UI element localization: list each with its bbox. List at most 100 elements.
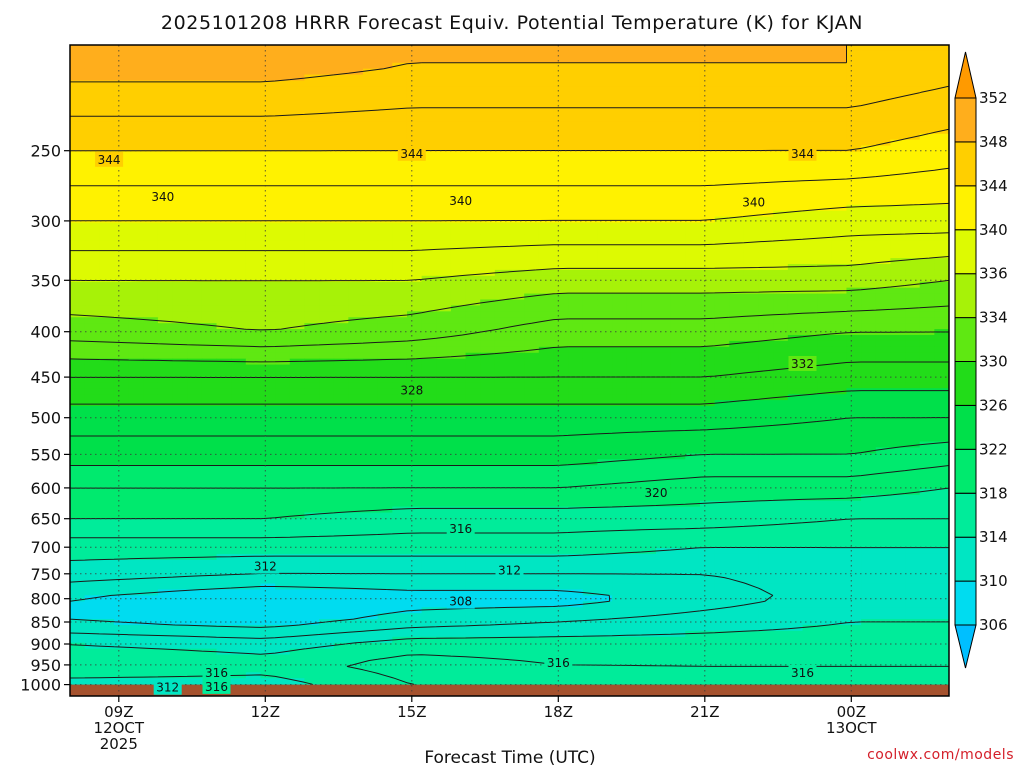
field-cell xyxy=(392,287,408,295)
field-cell xyxy=(333,388,349,395)
field-cell xyxy=(494,311,511,318)
field-cell xyxy=(289,56,305,64)
field-cell xyxy=(831,169,848,176)
field-cell xyxy=(319,417,335,425)
field-cell xyxy=(524,471,540,478)
field-cell xyxy=(231,192,247,200)
field-cell xyxy=(729,246,745,253)
field-cell xyxy=(494,222,511,230)
field-cell xyxy=(934,482,949,490)
field-cell xyxy=(934,68,949,76)
field-cell xyxy=(905,263,921,271)
field-cell xyxy=(846,45,862,52)
field-cell xyxy=(641,435,657,443)
field-cell xyxy=(260,471,276,478)
field-cell xyxy=(333,98,349,105)
field-cell xyxy=(157,376,174,383)
field-cell xyxy=(817,258,833,265)
field-cell xyxy=(890,293,906,301)
field-cell xyxy=(304,198,320,206)
field-cell xyxy=(289,488,305,496)
field-cell xyxy=(143,471,159,478)
field-cell xyxy=(406,80,423,88)
field-cell xyxy=(245,317,262,324)
field-cell xyxy=(582,334,598,342)
field-cell xyxy=(875,376,891,383)
field-cell xyxy=(275,234,291,241)
field-cell xyxy=(363,163,379,170)
field-cell xyxy=(890,482,906,490)
field-cell xyxy=(641,500,657,508)
field-cell xyxy=(875,92,891,99)
field-cell xyxy=(538,471,555,478)
field-cell xyxy=(890,269,906,277)
field-cell xyxy=(568,488,584,496)
field-cell xyxy=(304,281,320,289)
field-cell xyxy=(172,334,188,342)
field-cell xyxy=(421,293,437,301)
field-cell xyxy=(260,488,276,496)
field-cell xyxy=(377,358,393,366)
field-cell xyxy=(919,417,935,425)
field-cell xyxy=(480,216,496,224)
field-cell xyxy=(84,482,100,490)
field-cell xyxy=(509,299,525,306)
field-cell xyxy=(919,204,935,212)
field-cell xyxy=(758,127,774,135)
field-cell xyxy=(875,263,891,271)
field-cell xyxy=(641,471,657,478)
field-cell xyxy=(509,269,525,277)
field-cell xyxy=(113,400,130,407)
field-cell xyxy=(406,411,423,419)
field-cell xyxy=(304,536,320,543)
field-cell xyxy=(538,494,555,502)
field-cell xyxy=(919,506,935,514)
field-cell xyxy=(319,263,335,271)
field-cell xyxy=(289,169,305,176)
field-cell xyxy=(319,506,335,514)
field-cell xyxy=(538,98,555,105)
field-cell xyxy=(319,512,335,520)
field-cell xyxy=(934,50,949,58)
field-cell xyxy=(934,471,949,478)
field-cell xyxy=(421,382,437,389)
field-cell xyxy=(787,477,804,484)
field-cell xyxy=(304,181,320,188)
field-cell xyxy=(172,358,188,366)
field-cell xyxy=(846,240,862,247)
field-cell xyxy=(802,252,818,259)
field-cell xyxy=(831,222,848,230)
field-cell xyxy=(773,92,789,99)
field-cell xyxy=(377,175,393,182)
field-cell xyxy=(201,127,218,135)
field-cell xyxy=(450,210,467,218)
field-cell xyxy=(172,488,188,496)
field-cell xyxy=(70,121,86,129)
field-cell xyxy=(787,187,804,194)
field-cell xyxy=(538,447,555,454)
field-cell xyxy=(421,299,437,306)
field-cell xyxy=(743,151,760,159)
field-cell xyxy=(934,394,949,401)
field-cell xyxy=(582,62,598,70)
field-cell xyxy=(421,358,437,366)
field-cell xyxy=(275,305,291,312)
field-cell xyxy=(113,216,130,224)
field-cell xyxy=(846,133,862,141)
field-cell xyxy=(348,228,364,235)
field-cell xyxy=(99,145,115,153)
field-cell xyxy=(436,139,452,147)
field-cell xyxy=(875,512,891,520)
field-cell xyxy=(421,192,437,200)
field-cell xyxy=(670,62,686,70)
field-cell xyxy=(861,80,877,88)
field-cell xyxy=(84,340,100,348)
field-cell xyxy=(99,435,115,443)
field-cell xyxy=(919,394,935,401)
field-cell xyxy=(392,45,408,52)
field-cell xyxy=(743,50,760,58)
field-cell xyxy=(70,252,86,259)
field-cell xyxy=(113,435,130,443)
field-cell xyxy=(421,482,437,490)
field-cell xyxy=(568,133,584,141)
